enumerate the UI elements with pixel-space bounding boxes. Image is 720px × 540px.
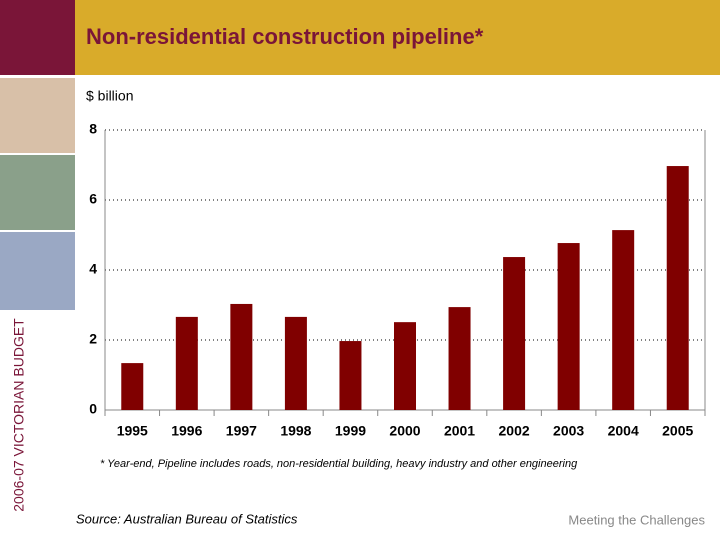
corner-block	[0, 0, 75, 75]
bar	[503, 257, 526, 410]
x-tick-label: 1998	[280, 423, 311, 439]
bar	[230, 303, 253, 410]
x-tick-label: 2005	[662, 423, 693, 439]
header-band	[75, 0, 720, 75]
footnote: * Year-end, Pipeline includes roads, non…	[100, 458, 578, 470]
x-tick-label: 2001	[444, 423, 475, 439]
x-tick-label: 1996	[171, 423, 202, 439]
bar	[394, 322, 416, 410]
sidebar-label: 2006-07 VICTORIAN BUDGET	[11, 318, 27, 512]
photo-mother	[0, 78, 75, 153]
chart-title: Non-residential construction pipeline*	[86, 24, 484, 49]
y-tick-label: 6	[89, 191, 97, 207]
x-tick-label: 1995	[117, 423, 148, 439]
x-tick-label: 2004	[608, 423, 639, 439]
y-tick-label: 8	[89, 121, 97, 137]
bar	[448, 307, 471, 410]
x-tick-label: 2003	[553, 423, 584, 439]
y-tick-label: 0	[89, 401, 97, 417]
bar	[612, 230, 635, 410]
bar	[175, 316, 198, 410]
bar	[121, 363, 144, 410]
y-axis-label: $ billion	[86, 88, 133, 104]
y-tick-label: 4	[89, 261, 97, 277]
x-tick-label: 2000	[389, 423, 420, 439]
tagline: Meeting the Challenges	[568, 512, 705, 527]
bar	[339, 341, 362, 410]
plot: 0 2 4 6 8 1995 1996 1997 1998 1999 2000 2001 2002 200…	[89, 121, 706, 439]
bar	[284, 316, 307, 410]
photo-bus	[0, 155, 75, 230]
bar	[557, 243, 580, 410]
x-tick-label: 2002	[499, 423, 530, 439]
bar	[666, 166, 689, 410]
x-tick-label: 1999	[335, 423, 366, 439]
x-tick-label: 1997	[226, 423, 257, 439]
y-tick-label: 2	[89, 331, 97, 347]
photo-students	[0, 232, 75, 310]
source: Source: Australian Bureau of Statistics	[76, 511, 298, 526]
